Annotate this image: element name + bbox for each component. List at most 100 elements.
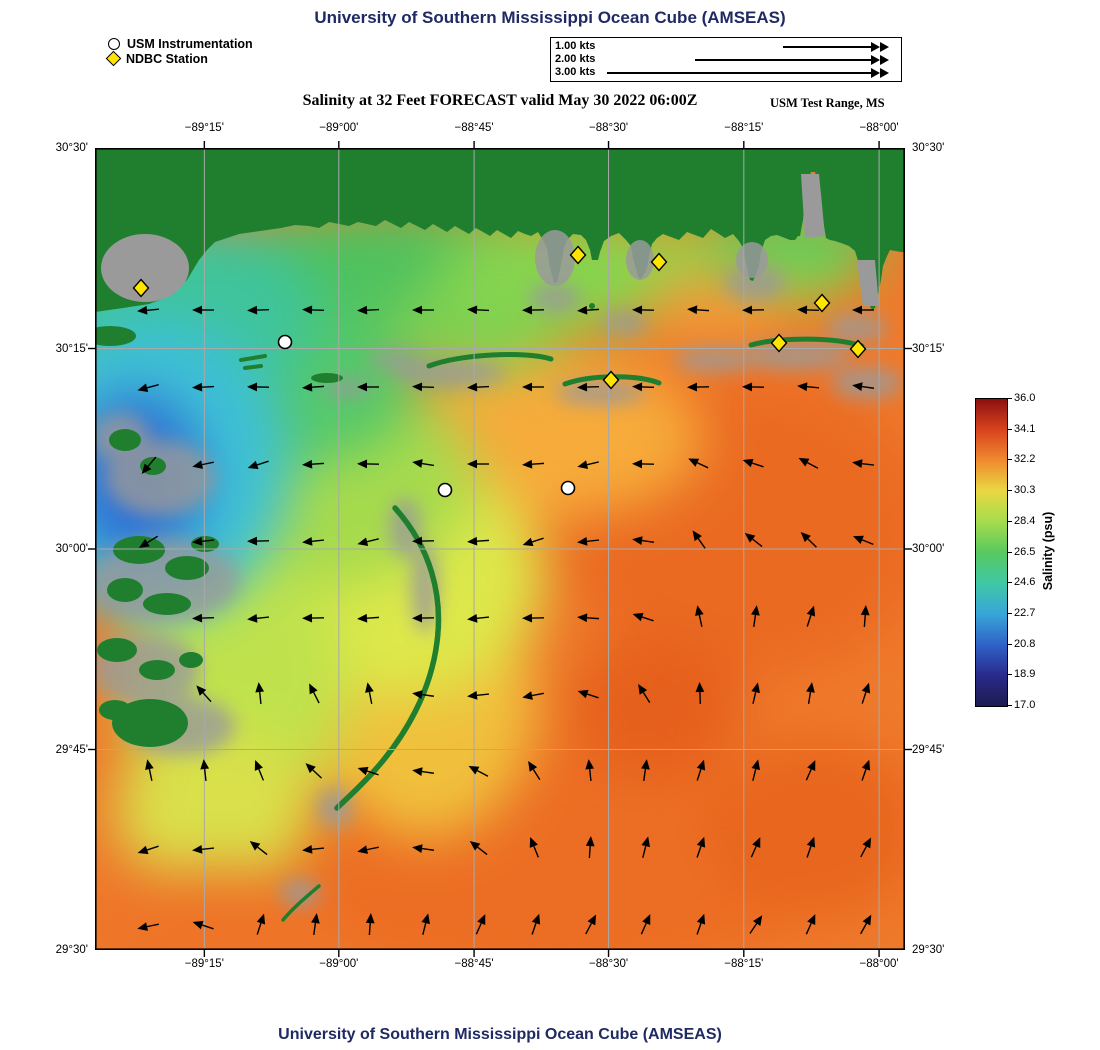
colorbar-tick-mark [1007,428,1012,430]
map-frame [88,141,912,957]
current-arrow [751,759,760,781]
current-arrow [247,613,270,623]
colorbar [975,398,1008,707]
current-arrow [421,913,430,935]
current-arrow [805,914,816,935]
frame-ticks [88,141,912,957]
legend-label-usm: USM Instrumentation [127,36,253,51]
velocity-arrowhead-icon [871,42,880,52]
current-arrow [522,382,544,392]
current-arrow [467,305,490,315]
current-arrow [749,915,763,934]
velocity-arrow-shaft [607,72,871,74]
current-arrow [585,836,595,859]
current-arrow [632,536,655,545]
ndbc-station-marker [770,333,788,353]
current-arrow [852,305,874,315]
current-arrow [577,613,600,623]
current-arrow [852,535,874,546]
usm-instrument-marker [277,334,293,350]
current-arrow [467,536,490,546]
current-arrow [751,682,760,704]
lon-tick-label-top: −88°30' [588,122,629,134]
velocity-scale-row: 3.00 kts [551,66,901,79]
colorbar-tick-label: 36.0 [1014,392,1036,404]
station-markers [132,245,867,498]
lon-tick-label-bottom: −88°15' [724,958,764,970]
current-arrow [467,690,490,700]
current-arrow [742,382,765,392]
colorbar-tick-mark [1007,551,1012,553]
velocity-arrow-shaft [695,59,871,61]
velocity-arrowhead-icon [880,55,889,65]
current-arrow [692,530,706,549]
colorbar-tick-label: 34.1 [1014,422,1036,435]
colorbar-tick-mark [1007,705,1012,706]
current-arrow [805,760,816,781]
ndbc-station-marker [650,252,668,272]
current-arrow [247,460,269,470]
colorbar-tick-label: 32.2 [1014,453,1036,466]
velocity-scale-label: 1.00 kts [555,40,596,52]
lon-tick-label-bottom: −88°30' [588,958,629,970]
current-arrow [742,305,765,315]
current-arrow [192,920,214,930]
velocity-arrowhead-icon [880,68,889,78]
current-arrow [137,383,159,393]
colorbar-tick-label: 20.8 [1014,637,1036,650]
current-arrow [577,460,599,469]
current-arrow [412,767,435,776]
current-arrow [467,382,490,392]
current-arrow [247,305,270,315]
current-arrow [800,531,817,548]
current-arrow [256,913,266,935]
velocity-scale-label: 2.00 kts [555,53,596,65]
current-arrow [192,613,215,623]
velocity-arrowhead-icon [871,68,880,78]
colorbar-tick-label: 24.6 [1014,576,1036,589]
legend-row-usm: USM Instrumentation [108,36,253,51]
velocity-scale-legend: 1.00 kts 2.00 kts 3.00 kts [550,37,902,82]
lat-tick-label-left: 30°30' [55,142,88,154]
current-arrow [302,844,325,854]
land-mainland [95,148,905,312]
current-arrow [577,382,600,392]
current-arrow [861,682,871,704]
current-arrow [806,682,815,704]
current-arrow [632,612,654,622]
current-arrow [357,766,379,776]
bottom-title: University of Southern Mississippi Ocean… [278,1026,722,1043]
current-arrow [412,844,435,853]
current-arrow [309,683,320,704]
current-arrow [412,536,435,546]
current-arrow [696,759,706,781]
current-arrow [467,613,490,623]
current-arrow [585,759,595,782]
lat-tick-label-left: 30°00' [55,543,88,555]
lat-tick-label-left: 29°30' [55,944,88,956]
current-arrow [522,459,545,469]
current-arrow [137,305,160,315]
ndbc-diamond-icon [105,50,122,67]
current-arrow [412,690,435,699]
current-arrow [412,613,435,623]
current-arrow [357,845,379,854]
current-arrow [641,759,650,782]
current-arrow [365,913,375,936]
current-arrow [200,759,210,782]
current-arrow [302,305,325,315]
map-border [95,148,906,951]
current-arrow [192,382,215,392]
current-arrow [632,305,655,315]
top-title: University of Southern Mississippi Ocean… [314,8,786,27]
current-arrow [522,537,544,547]
current-arrow [365,682,374,704]
usm-instrument-marker [437,482,453,498]
colorbar-tick-label: 30.3 [1014,484,1036,497]
current-arrow [137,922,159,931]
current-arrow [529,836,540,858]
current-arrow [137,845,159,855]
usm-instrument-marker [560,480,576,496]
lat-tick-label-right: 30°15' [912,342,945,355]
